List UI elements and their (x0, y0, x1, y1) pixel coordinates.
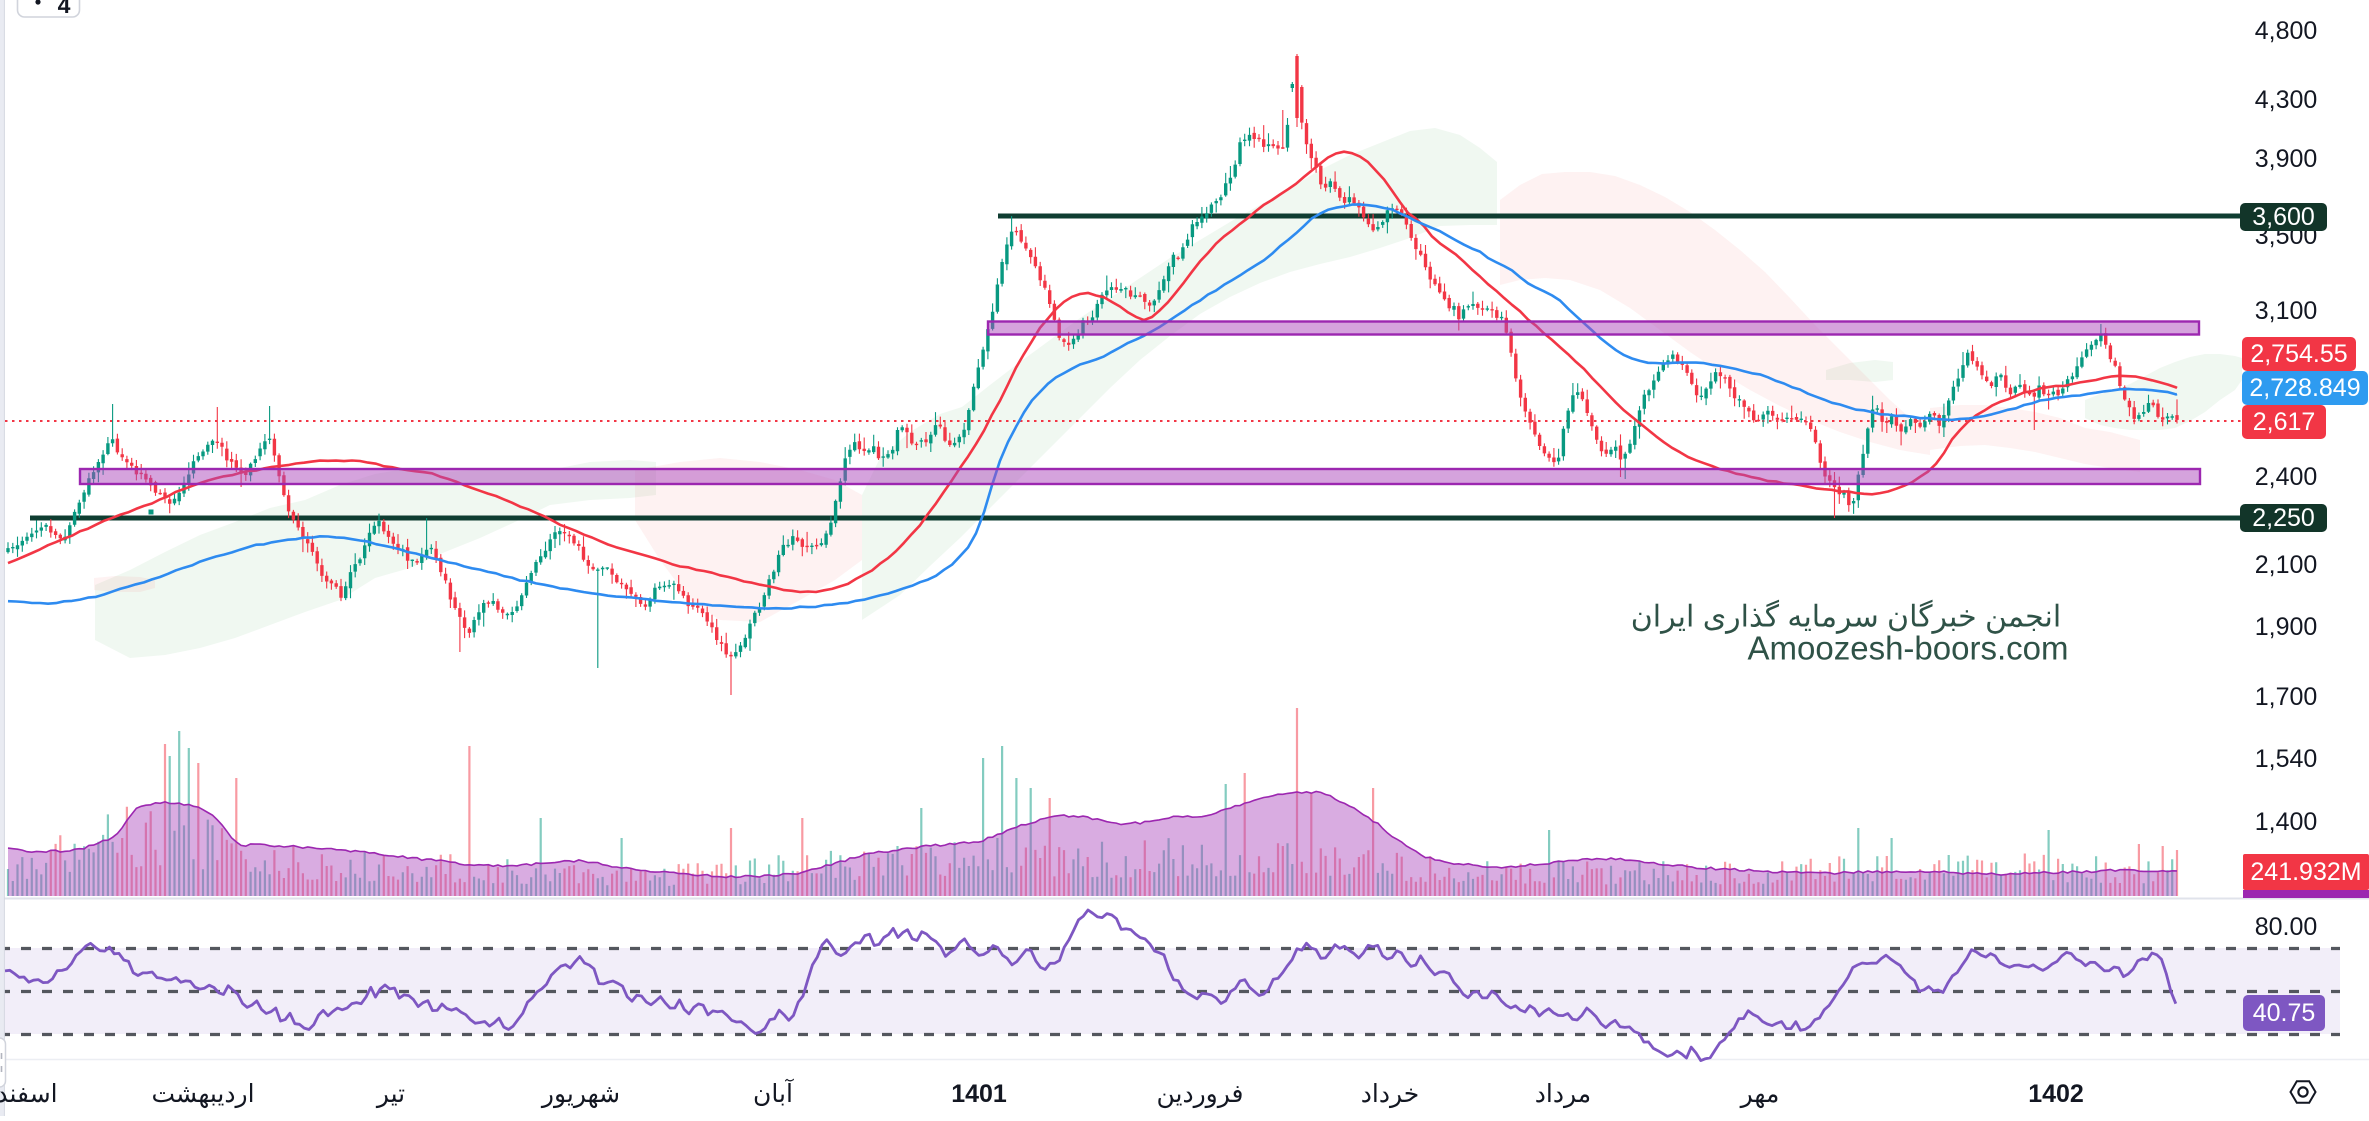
svg-text:شهریور: شهریور (540, 1080, 620, 1109)
svg-text:2,100: 2,100 (2255, 551, 2318, 579)
svg-text:3,600: 3,600 (2252, 203, 2315, 231)
svg-text:3,900: 3,900 (2255, 145, 2318, 173)
svg-text:80.00: 80.00 (2255, 913, 2318, 941)
svg-text:اسفند: اسفند (0, 1080, 58, 1108)
svg-text:1401: 1401 (951, 1080, 1007, 1108)
svg-text:تیر: تیر (375, 1080, 405, 1109)
svg-text:4,300: 4,300 (2255, 86, 2318, 114)
svg-text:2,617: 2,617 (2253, 408, 2316, 436)
svg-text:مهر: مهر (1739, 1080, 1780, 1109)
svg-text:خرداد: خرداد (1361, 1080, 1419, 1109)
svg-text:2,400: 2,400 (2255, 463, 2318, 491)
svg-text:اردیبهشت: اردیبهشت (151, 1080, 254, 1109)
svg-text:40.75: 40.75 (2253, 999, 2316, 1027)
svg-text:1,900: 1,900 (2255, 613, 2318, 641)
svg-text:Amoozesh-boors.com: Amoozesh-boors.com (1748, 630, 2069, 667)
svg-text:1402: 1402 (2028, 1080, 2084, 1108)
svg-text:1,400: 1,400 (2255, 808, 2318, 836)
svg-text:4,800: 4,800 (2255, 17, 2318, 45)
svg-text:1,700: 1,700 (2255, 683, 2318, 711)
svg-text:انجمن خبرگان سرمایه گذاری ایرا: انجمن خبرگان سرمایه گذاری ایران (1631, 600, 2061, 635)
svg-text:مرداد: مرداد (1535, 1080, 1591, 1109)
svg-text:2,754.55: 2,754.55 (2250, 340, 2347, 368)
svg-text:2,728.849: 2,728.849 (2249, 374, 2360, 402)
svg-text:241.932M: 241.932M (2250, 858, 2361, 886)
svg-text:3,100: 3,100 (2255, 297, 2318, 325)
svg-text:آبان: آبان (753, 1078, 794, 1108)
svg-text:1,540: 1,540 (2255, 745, 2318, 773)
svg-text:فروردین: فروردین (1156, 1080, 1243, 1109)
svg-text:4: 4 (58, 0, 71, 18)
svg-text:2,250: 2,250 (2252, 504, 2315, 532)
